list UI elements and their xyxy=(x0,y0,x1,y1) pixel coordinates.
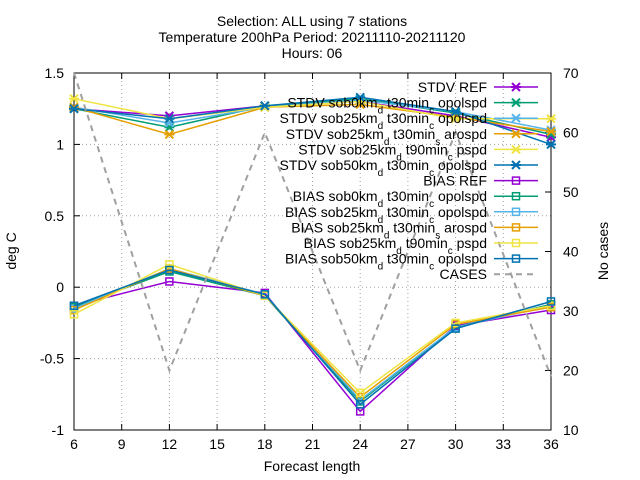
x-tick-label: 30 xyxy=(448,436,464,452)
chart-subtitle-2: Hours: 06 xyxy=(282,45,343,61)
chart-title: Selection: ALL using 7 stations xyxy=(217,13,407,29)
series-line-5 xyxy=(73,96,552,146)
data-point xyxy=(355,388,365,398)
data-point xyxy=(546,126,556,137)
data-point xyxy=(546,301,556,311)
legend-label: STDV REF xyxy=(418,79,487,95)
series-line-3 xyxy=(73,103,552,136)
x-tick-label: 9 xyxy=(118,436,126,452)
legend-marker xyxy=(511,144,521,155)
data-point xyxy=(69,102,79,112)
data-point xyxy=(546,297,556,306)
legend-marker xyxy=(511,223,521,232)
x-tick-label: 6 xyxy=(70,436,78,452)
data-point xyxy=(259,102,270,112)
chart-subtitle-1: Temperature 200hPa Period: 20211110-2021… xyxy=(159,29,466,45)
axes: 6 9 12 15 18 21 24 27 30 33 36 -1 -0.5 0 0.5 1 1.5 10 20 30… xyxy=(40,65,579,452)
data-point xyxy=(165,265,174,275)
data-point xyxy=(450,113,461,124)
legend-marker xyxy=(511,238,521,248)
series-line-8 xyxy=(73,267,552,402)
data-point xyxy=(164,129,175,140)
data-point xyxy=(69,301,79,311)
data-point xyxy=(450,106,461,117)
data-point xyxy=(546,113,556,124)
data-point xyxy=(451,318,460,328)
legend-marker xyxy=(511,254,521,263)
y2-tick-label: 40 xyxy=(563,244,579,260)
series-line-10 xyxy=(73,263,552,394)
y2-tick-label: 60 xyxy=(563,125,579,141)
legend-label: CASES xyxy=(440,266,487,282)
legend-marker xyxy=(511,191,521,201)
y-tick-label: -1 xyxy=(52,422,65,438)
x-tick-label: 33 xyxy=(496,436,512,452)
legend-marker xyxy=(511,207,521,217)
data-point xyxy=(69,93,79,104)
y2-axis-label: No cases xyxy=(595,222,611,280)
y-tick-label: 1.5 xyxy=(45,65,65,81)
data-point xyxy=(69,103,79,114)
legend-marker xyxy=(511,129,521,139)
x-tick-label: 18 xyxy=(257,436,273,452)
legend-marker xyxy=(511,176,521,185)
data-point xyxy=(164,113,175,124)
data-point xyxy=(165,260,174,269)
data-point xyxy=(355,400,365,409)
y2-tick-label: 20 xyxy=(563,363,579,379)
data-point xyxy=(355,92,366,102)
series-line-12 xyxy=(73,72,552,377)
data-point xyxy=(260,290,270,299)
data-point xyxy=(451,324,460,333)
y-tick-label: 0.5 xyxy=(45,208,65,224)
x-tick-label: 12 xyxy=(162,436,178,452)
data-point xyxy=(165,277,174,286)
y2-tick-label: 30 xyxy=(563,303,579,319)
series-layer xyxy=(69,72,556,416)
y2-tick-label: 50 xyxy=(563,184,579,200)
x-axis-label: Forecast length xyxy=(264,458,361,474)
x-tick-label: 24 xyxy=(352,436,368,452)
x-tick-label: 21 xyxy=(305,436,321,452)
y-tick-label: -0.5 xyxy=(40,351,64,367)
data-point xyxy=(259,101,270,111)
data-point xyxy=(546,139,556,150)
y2-tick-label: 70 xyxy=(563,65,579,81)
y-tick-label: 1 xyxy=(56,136,64,152)
x-tick-label: 15 xyxy=(209,436,225,452)
data-point xyxy=(69,310,79,319)
y-tick-label: 0 xyxy=(56,279,64,295)
y-axis-label: deg C xyxy=(3,232,19,269)
y2-tick-label: 10 xyxy=(563,422,579,438)
series-line-4 xyxy=(73,97,551,120)
legend-marker xyxy=(511,160,521,170)
x-tick-label: 27 xyxy=(400,436,416,452)
legend-marker xyxy=(511,113,521,123)
legend-marker xyxy=(511,82,521,92)
legend-marker xyxy=(511,97,521,108)
series-line-11 xyxy=(73,269,552,406)
legend-label: BIAS REF xyxy=(423,173,487,189)
data-point xyxy=(546,125,556,135)
x-tick-label: 36 xyxy=(543,436,559,452)
